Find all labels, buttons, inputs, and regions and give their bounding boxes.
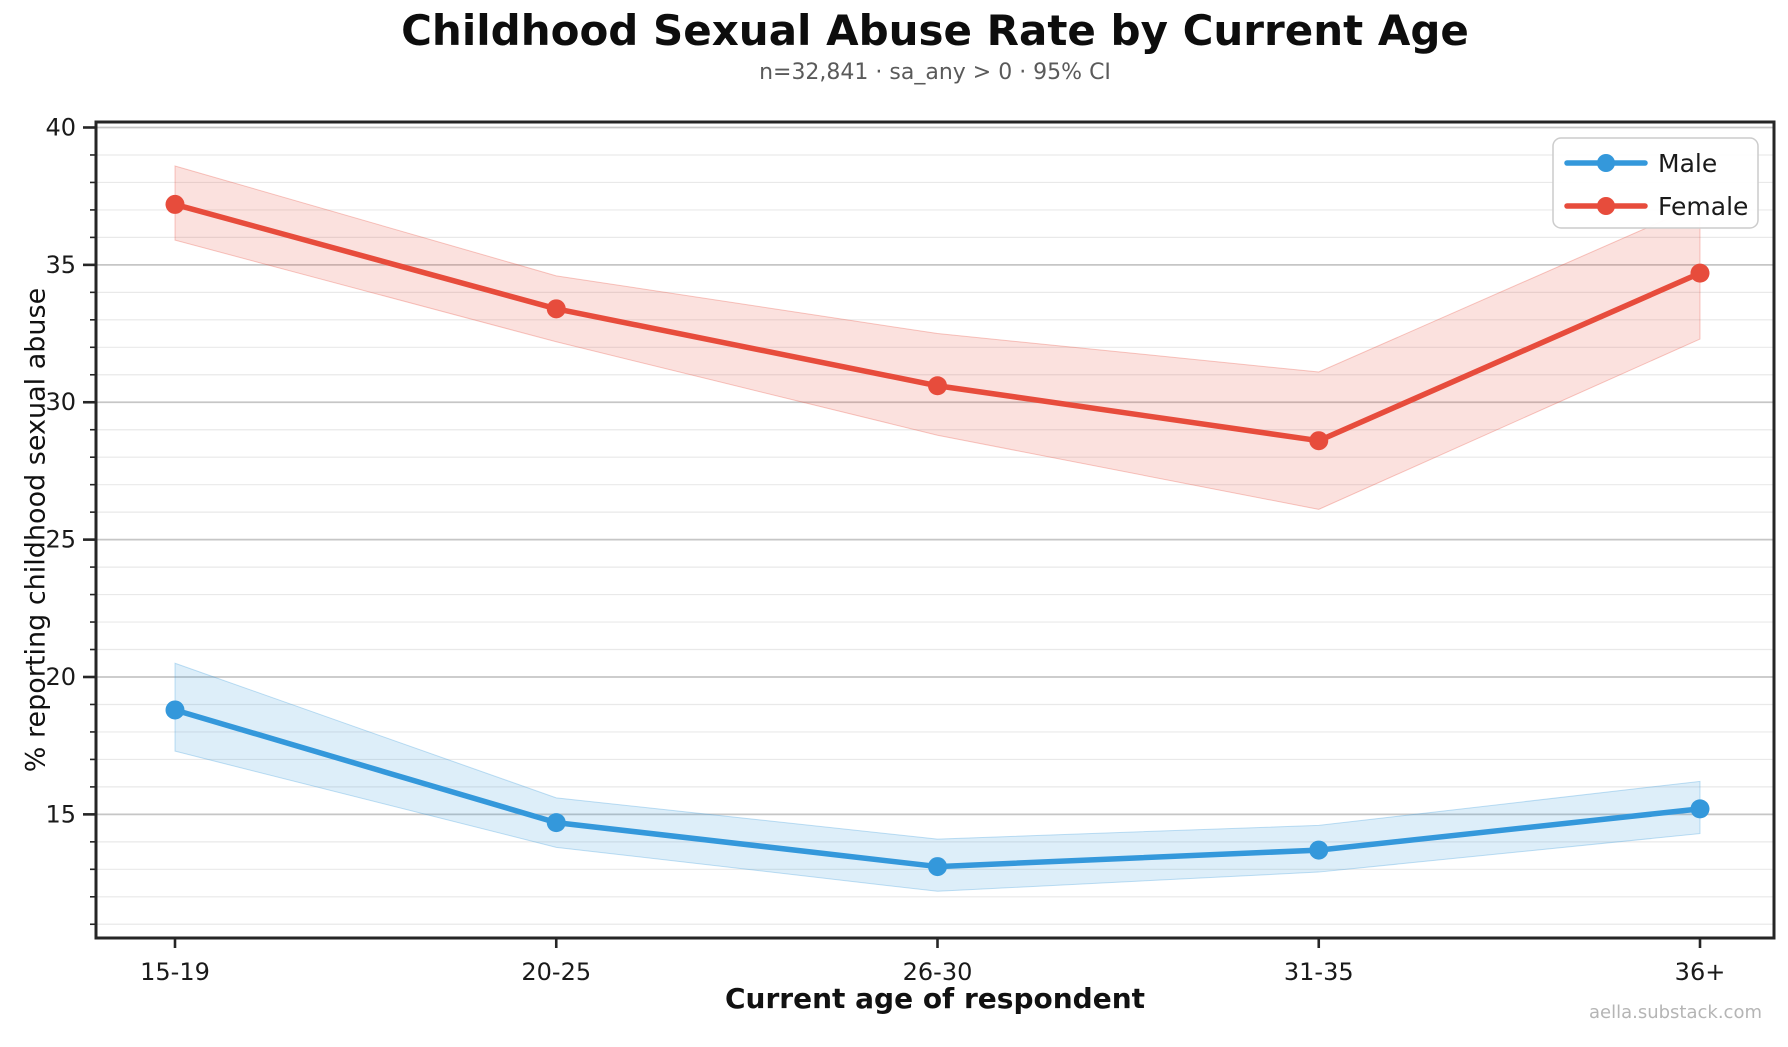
- male-point-15-19: [165, 700, 185, 720]
- y-tick-label: 40: [45, 113, 76, 141]
- legend-female-label: Female: [1658, 192, 1748, 221]
- legend-female-marker: [1597, 197, 1615, 215]
- y-tick-label: 30: [45, 388, 76, 416]
- male-point-36+: [1690, 799, 1710, 819]
- legend-male-label: Male: [1658, 149, 1717, 178]
- x-axis-label: Current age of respondent: [724, 982, 1146, 1015]
- watermark: aella.substack.com: [1588, 1002, 1762, 1023]
- x-tick-label: 36+: [1675, 958, 1726, 986]
- female-point-31-35: [1309, 431, 1329, 451]
- chart-subtitle: n=32,841 · sa_any > 0 · 95% CI: [759, 60, 1111, 85]
- y-tick-label: 15: [45, 800, 76, 828]
- male-point-20-25: [546, 813, 566, 833]
- female-point-15-19: [165, 194, 185, 214]
- female-point-36+: [1690, 263, 1710, 283]
- male-point-31-35: [1309, 840, 1329, 860]
- male-ci-band: [174, 662, 1701, 892]
- legend-male-marker: [1597, 154, 1615, 172]
- chart-title: Childhood Sexual Abuse Rate by Current A…: [401, 6, 1469, 55]
- y-tick-label: 20: [45, 663, 76, 691]
- female-point-20-25: [546, 299, 566, 319]
- x-tick-label: 26-30: [903, 958, 973, 986]
- y-tick-label: 25: [45, 526, 76, 554]
- plot-border: [94, 120, 1776, 940]
- y-tick-label: 35: [45, 251, 76, 279]
- female-ci-band: [174, 165, 1701, 510]
- male-point-26-30: [928, 857, 947, 877]
- female-point-26-30: [928, 376, 947, 396]
- x-tick-label: 31-35: [1284, 958, 1354, 986]
- x-tick-label: 20-25: [521, 958, 591, 986]
- x-tick-label: 15-19: [140, 958, 210, 986]
